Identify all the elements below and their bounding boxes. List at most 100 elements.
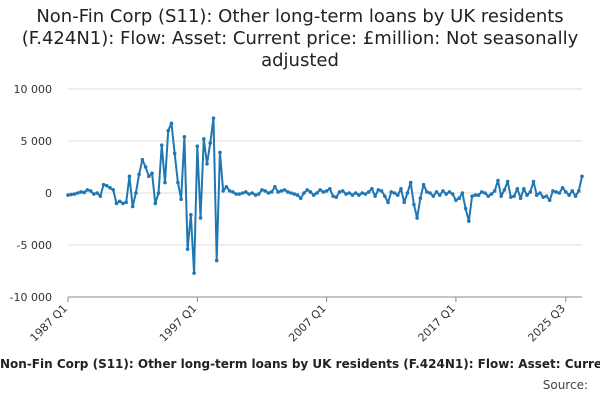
data-point bbox=[437, 193, 442, 197]
data-point bbox=[564, 190, 568, 194]
data-point bbox=[95, 191, 99, 195]
data-point bbox=[580, 174, 584, 179]
data-point bbox=[551, 189, 555, 193]
data-point bbox=[308, 190, 313, 194]
data-point bbox=[137, 172, 141, 177]
chart-title: Non-Fin Corp (S11): Other long-term loan… bbox=[21, 6, 579, 71]
data-point bbox=[315, 191, 319, 195]
y-tick-label: 5 000 bbox=[21, 135, 53, 148]
data-point bbox=[463, 206, 468, 211]
data-point bbox=[431, 194, 436, 198]
data-point bbox=[512, 194, 516, 198]
data-point bbox=[528, 190, 533, 194]
data-point bbox=[318, 188, 322, 192]
data-point bbox=[502, 188, 507, 192]
data-point bbox=[172, 151, 177, 156]
data-point bbox=[499, 194, 503, 198]
data-point bbox=[298, 196, 303, 200]
data-point bbox=[515, 187, 520, 191]
data-point bbox=[101, 182, 106, 187]
data-point bbox=[263, 189, 267, 193]
x-tick-label: 2025 Q3 bbox=[525, 302, 568, 345]
data-point bbox=[324, 189, 329, 193]
data-point bbox=[295, 193, 300, 197]
data-point bbox=[399, 187, 403, 191]
data-point bbox=[231, 190, 235, 194]
y-tick-label: 0 bbox=[45, 187, 52, 200]
data-point bbox=[166, 128, 171, 133]
data-point bbox=[256, 192, 261, 196]
data-point bbox=[104, 183, 109, 188]
x-tick-label: 2017 Q1 bbox=[416, 302, 459, 345]
data-point bbox=[79, 190, 83, 194]
data-point bbox=[311, 193, 316, 197]
data-point bbox=[412, 202, 416, 207]
data-point bbox=[279, 189, 284, 193]
data-point bbox=[176, 180, 180, 185]
data-point bbox=[179, 197, 183, 202]
data-point bbox=[92, 192, 96, 196]
data-point bbox=[573, 194, 578, 198]
data-point bbox=[205, 162, 209, 166]
data-point bbox=[143, 165, 148, 169]
data-point bbox=[227, 189, 232, 193]
data-point bbox=[218, 150, 222, 155]
data-point bbox=[150, 171, 154, 176]
data-point bbox=[360, 191, 364, 195]
data-point bbox=[214, 258, 219, 263]
data-point bbox=[260, 188, 264, 192]
data-point bbox=[347, 191, 352, 195]
data-point bbox=[457, 196, 461, 200]
x-axis-title: Non-Fin Corp (S11): Other long-term loan… bbox=[0, 357, 600, 371]
data-point bbox=[492, 189, 497, 193]
data-point bbox=[221, 189, 225, 193]
data-point bbox=[108, 186, 112, 190]
data-point bbox=[350, 193, 355, 197]
data-point bbox=[234, 192, 238, 196]
data-point bbox=[402, 200, 407, 205]
data-point bbox=[82, 190, 86, 195]
data-point bbox=[321, 190, 326, 194]
data-point bbox=[276, 190, 280, 194]
data-point bbox=[98, 194, 103, 198]
data-point bbox=[489, 192, 494, 196]
data-point bbox=[467, 219, 471, 223]
data-point bbox=[169, 121, 174, 126]
data-point bbox=[334, 195, 339, 199]
data-point bbox=[156, 191, 161, 195]
x-tick-label: 1987 Q1 bbox=[28, 302, 71, 345]
x-tick-label: 1997 Q1 bbox=[157, 302, 200, 345]
x-tick-label: 2007 Q1 bbox=[286, 302, 329, 345]
data-point bbox=[476, 193, 481, 197]
data-point bbox=[124, 200, 128, 205]
data-point bbox=[509, 195, 513, 199]
data-point bbox=[353, 191, 358, 195]
data-point bbox=[405, 191, 410, 195]
data-point bbox=[522, 187, 526, 191]
data-point bbox=[340, 189, 345, 193]
data-point bbox=[447, 190, 452, 194]
data-point bbox=[444, 192, 449, 196]
data-point bbox=[282, 188, 287, 192]
data-point bbox=[425, 190, 429, 194]
data-point bbox=[554, 190, 558, 194]
data-point bbox=[189, 213, 193, 217]
data-point bbox=[66, 193, 70, 197]
data-point bbox=[418, 196, 423, 200]
data-point bbox=[541, 195, 546, 199]
data-point bbox=[395, 193, 400, 197]
data-point bbox=[434, 190, 439, 194]
data-point bbox=[392, 191, 397, 195]
data-point bbox=[479, 190, 484, 194]
data-point bbox=[454, 198, 458, 203]
data-point bbox=[72, 192, 77, 196]
data-point bbox=[450, 192, 455, 196]
data-point bbox=[470, 194, 474, 198]
data-point bbox=[224, 184, 229, 189]
data-point bbox=[408, 180, 413, 185]
data-point bbox=[243, 190, 248, 194]
data-point bbox=[192, 271, 196, 275]
data-point bbox=[337, 190, 342, 194]
